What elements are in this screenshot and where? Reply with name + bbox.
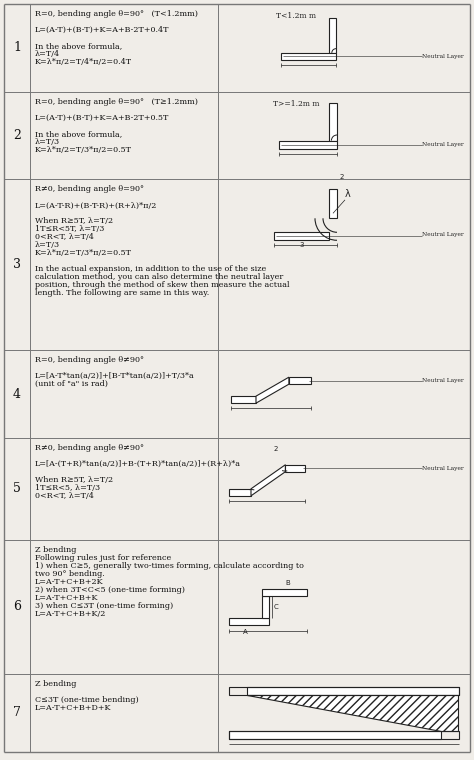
Bar <box>229 618 269 625</box>
Bar <box>329 18 336 53</box>
Text: R=0, bending angle θ≠90°: R=0, bending angle θ≠90° <box>35 356 144 364</box>
Bar <box>229 489 251 496</box>
Bar <box>281 53 336 60</box>
Text: calculation method, you can also determine the neutral layer: calculation method, you can also determi… <box>35 274 283 281</box>
Text: C≤3T (one-time bending): C≤3T (one-time bending) <box>35 695 139 704</box>
Text: When R≥5T, λ=T/2: When R≥5T, λ=T/2 <box>35 217 113 226</box>
Text: 2: 2 <box>340 175 345 180</box>
Text: L=(A-T)+(B-T)+K=A+B-2T+0.5T: L=(A-T)+(B-T)+K=A+B-2T+0.5T <box>35 114 169 122</box>
Polygon shape <box>247 695 458 731</box>
Text: two 90° bending.: two 90° bending. <box>35 569 105 578</box>
Text: R≠0, bending angle θ≠90°: R≠0, bending angle θ≠90° <box>35 444 144 452</box>
Text: Neutral Layer: Neutral Layer <box>422 378 464 383</box>
Text: 2) when 3T<C<5 (one-time forming): 2) when 3T<C<5 (one-time forming) <box>35 586 185 594</box>
Bar <box>329 189 337 218</box>
Text: 6: 6 <box>13 600 21 613</box>
Text: In the actual expansion, in addition to the use of the size: In the actual expansion, in addition to … <box>35 265 266 274</box>
Text: 3: 3 <box>299 242 304 249</box>
Text: length. The following are same in this way.: length. The following are same in this w… <box>35 290 209 297</box>
Text: Z bending: Z bending <box>35 679 76 688</box>
Bar <box>262 588 307 596</box>
Text: Following rules just for reference: Following rules just for reference <box>35 553 171 562</box>
Text: When R≥5T, λ=T/2: When R≥5T, λ=T/2 <box>35 476 113 484</box>
Bar <box>247 687 459 695</box>
Text: L=[A-(T+R)*tan(a/2)]+B-(T+R)*tan(a/2)]+(R+λ)*a: L=[A-(T+R)*tan(a/2)]+B-(T+R)*tan(a/2)]+(… <box>35 460 241 468</box>
Text: 3: 3 <box>13 258 21 271</box>
Bar <box>229 687 459 695</box>
Bar <box>229 731 441 739</box>
Text: L=(A-T)+(B-T)+K=A+B-2T+0.4T: L=(A-T)+(B-T)+K=A+B-2T+0.4T <box>35 26 170 34</box>
Text: λ: λ <box>345 189 351 199</box>
Text: C: C <box>274 603 279 610</box>
Text: 1T≤R<5, λ=T/3: 1T≤R<5, λ=T/3 <box>35 484 100 492</box>
Bar <box>231 396 256 403</box>
Text: position, through the method of skew then measure the actual: position, through the method of skew the… <box>35 281 290 290</box>
Text: T<1.2m m: T<1.2m m <box>276 12 316 20</box>
Text: 7: 7 <box>13 706 21 719</box>
Text: L=[A-T*tan(a/2)]+[B-T*tan(a/2)]+T/3*a: L=[A-T*tan(a/2)]+[B-T*tan(a/2)]+T/3*a <box>35 372 195 380</box>
Text: Neutral Layer: Neutral Layer <box>422 142 464 147</box>
Text: K=λ*π/2=T/4*π/2=0.4T: K=λ*π/2=T/4*π/2=0.4T <box>35 58 132 66</box>
Text: L=(A-T-R)+(B-T-R)+(R+λ)*π/2: L=(A-T-R)+(B-T-R)+(R+λ)*π/2 <box>35 201 157 210</box>
Bar <box>289 377 311 384</box>
Text: Neutral Layer: Neutral Layer <box>422 232 464 237</box>
Bar <box>279 141 337 149</box>
Text: L=A-T+C+B+K/2: L=A-T+C+B+K/2 <box>35 610 106 618</box>
Text: 1: 1 <box>13 41 21 55</box>
Text: In the above formula,: In the above formula, <box>35 42 122 50</box>
Text: K=λ*π/2=T/3*π/2=0.5T: K=λ*π/2=T/3*π/2=0.5T <box>35 249 132 258</box>
Bar <box>229 731 459 739</box>
Bar <box>274 233 329 240</box>
Text: 0<R<T, λ=T/4: 0<R<T, λ=T/4 <box>35 492 94 500</box>
Text: L=A-T+C+B+2K: L=A-T+C+B+2K <box>35 578 104 586</box>
Text: λ=T/3: λ=T/3 <box>35 242 60 249</box>
Bar <box>262 596 269 618</box>
Text: B: B <box>286 580 291 585</box>
Text: 3) when C≤3T (one-time forming): 3) when C≤3T (one-time forming) <box>35 602 173 610</box>
Text: T>=1.2m m: T>=1.2m m <box>273 100 319 108</box>
Text: (unit of "a" is rad): (unit of "a" is rad) <box>35 380 108 388</box>
Bar <box>285 464 305 472</box>
Text: 4: 4 <box>13 388 21 401</box>
Text: Neutral Layer: Neutral Layer <box>422 466 464 470</box>
Text: R=0, bending angle θ=90°   (T≥1.2mm): R=0, bending angle θ=90° (T≥1.2mm) <box>35 98 198 106</box>
Text: A: A <box>243 629 248 635</box>
Text: R=0, bending angle θ=90°   (T<1.2mm): R=0, bending angle θ=90° (T<1.2mm) <box>35 10 198 18</box>
Text: 5: 5 <box>13 483 21 496</box>
Polygon shape <box>251 464 285 496</box>
Text: L=A-T+C+B+K: L=A-T+C+B+K <box>35 594 99 602</box>
Text: 2: 2 <box>13 129 21 142</box>
Text: L=A-T+C+B+D+K: L=A-T+C+B+D+K <box>35 704 111 711</box>
Text: 0<R<T, λ=T/4: 0<R<T, λ=T/4 <box>35 233 94 242</box>
Text: K=λ*π/2=T/3*π/2=0.5T: K=λ*π/2=T/3*π/2=0.5T <box>35 146 132 154</box>
Text: λ=T/3: λ=T/3 <box>35 138 60 146</box>
Text: Neutral Layer: Neutral Layer <box>422 54 464 59</box>
Polygon shape <box>256 377 289 403</box>
Text: Z bending: Z bending <box>35 546 76 553</box>
Text: 2: 2 <box>274 446 278 452</box>
Text: In the above formula,: In the above formula, <box>35 130 122 138</box>
Text: 1) when C≥5, generally two-times forming, calculate according to: 1) when C≥5, generally two-times forming… <box>35 562 304 569</box>
Bar <box>329 103 337 141</box>
Text: 1T≤R<5T, λ=T/3: 1T≤R<5T, λ=T/3 <box>35 226 104 233</box>
Text: λ=T/4: λ=T/4 <box>35 50 60 58</box>
Text: R≠0, bending angle θ=90°: R≠0, bending angle θ=90° <box>35 185 144 194</box>
